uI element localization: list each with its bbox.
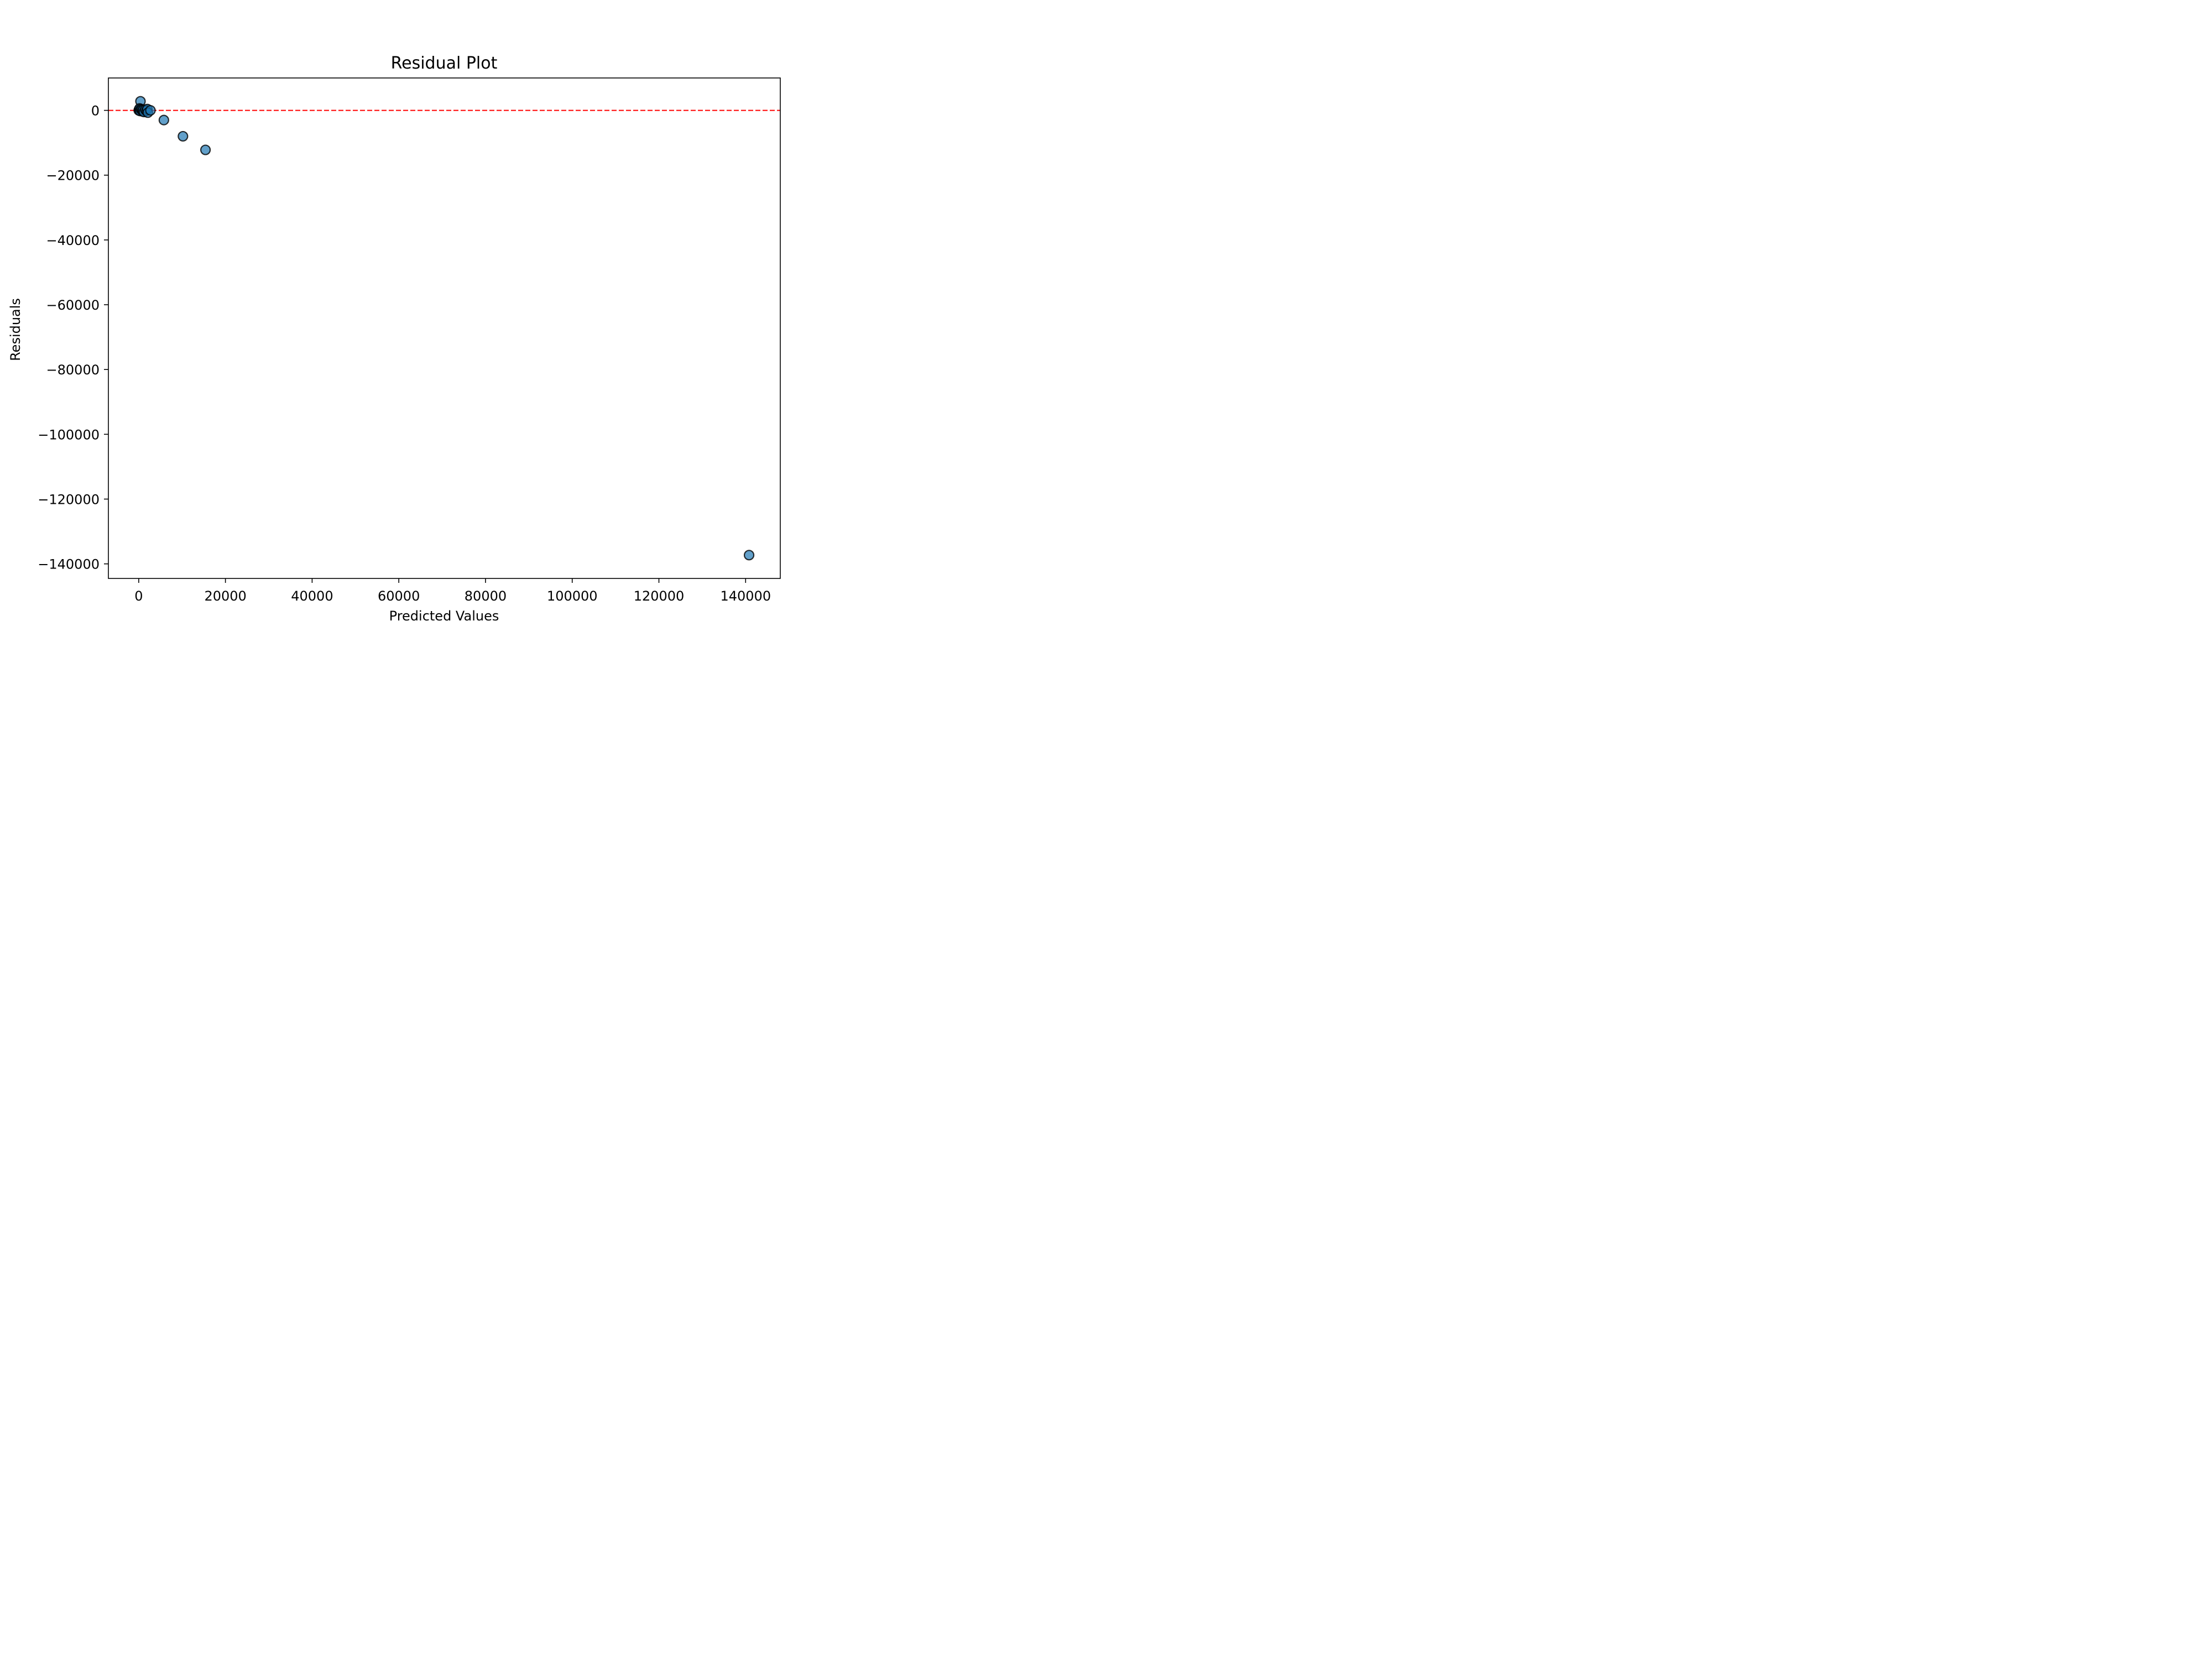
y-axis-label: Residuals [8,298,23,361]
scatter-points [133,96,755,561]
y-tick-label: −80000 [46,362,100,378]
y-tick-label: −140000 [38,557,100,572]
x-tick-label: 120000 [634,588,685,604]
data-point [145,105,156,116]
data-point [178,131,189,142]
x-tick-label: 140000 [720,588,771,604]
x-axis-ticks: 0 20000 40000 60000 80000 100000 120000 140000 [134,578,771,604]
chart-background [0,0,855,641]
chart-title: Residual Plot [391,54,498,73]
y-tick-label: −100000 [38,427,100,442]
x-tick-label: 20000 [204,588,246,604]
data-point [158,114,169,126]
y-tick-label: −60000 [46,298,100,313]
x-tick-label: 0 [134,588,143,604]
residual-scatter-chart: Residual Plot 0 20000 40000 60000 80000 10000… [0,0,855,641]
x-tick-label: 80000 [465,588,507,604]
x-axis-label: Predicted Values [389,608,499,624]
y-tick-label: −40000 [46,233,100,248]
y-tick-label: −120000 [38,492,100,507]
plot-area-frame [108,77,781,579]
data-point [200,144,211,155]
data-point [743,550,755,561]
x-tick-label: 100000 [547,588,598,604]
x-tick-label: 60000 [378,588,420,604]
y-tick-label: −20000 [46,168,100,184]
y-tick-label: 0 [91,103,100,119]
y-axis-ticks: 0 −20000 −40000 −60000 −80000 −100000 −120000 −… [38,103,108,572]
x-tick-label: 40000 [291,588,333,604]
